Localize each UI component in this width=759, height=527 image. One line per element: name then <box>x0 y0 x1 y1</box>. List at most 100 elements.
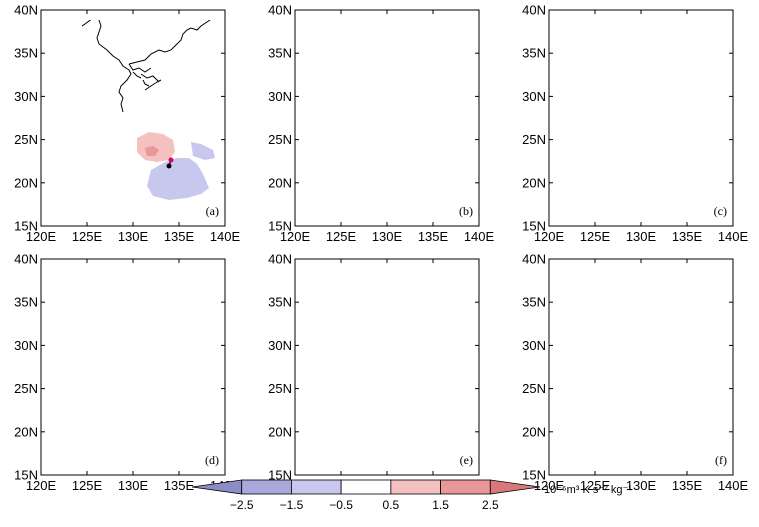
map-panels: 120E 125E 130E 135E 140E 40N 35N 30N 25N 20N 15N (a… <box>14 3 748 494</box>
colorbar-tick-label: −2.5 <box>230 498 254 512</box>
anomaly-shading <box>381 367 429 411</box>
anomaly-shading <box>145 411 215 447</box>
anomaly-shading <box>331 18 361 30</box>
coastline <box>637 313 659 321</box>
colorbar-tick-label: −1.5 <box>280 498 304 512</box>
colorbar-ticks: −2.5 −1.5 −0.5 0.5 1.5 2.5 <box>230 498 499 512</box>
coastline <box>96 20 132 113</box>
typhoon-marker-initial <box>417 156 422 161</box>
anomaly-shading <box>41 281 53 293</box>
lat-tick-label: 15N <box>522 219 546 234</box>
lat-tick-label: 40N <box>268 252 292 267</box>
coastline <box>637 64 659 72</box>
lat-tick-label: 25N <box>268 381 292 396</box>
lon-tick-label: 125E <box>580 229 611 244</box>
map-panel-f: 120E 125E 130E 135E 140E 40N 35N 30N 25N 20N 15N (f… <box>522 252 748 494</box>
coastline <box>549 206 555 214</box>
lon-tick-label: 125E <box>580 478 611 493</box>
coastline <box>45 387 55 415</box>
anomaly-shading <box>165 423 191 435</box>
lat-tick-label: 20N <box>522 424 546 439</box>
anomaly-shading <box>147 158 209 200</box>
coastline <box>303 265 361 277</box>
anomaly-shading <box>295 273 335 295</box>
coastline <box>561 194 567 226</box>
anomaly-shading <box>673 148 697 170</box>
panel-label: (c) <box>714 204 727 218</box>
coastline <box>128 63 152 73</box>
coastline <box>53 194 59 226</box>
typhoon-marker-initial <box>661 398 666 403</box>
lat-tick-label: 15N <box>522 468 546 483</box>
coastline <box>295 455 301 463</box>
typhoon-marker-final <box>665 399 670 404</box>
anomaly-shading <box>421 383 451 401</box>
anomaly-shading <box>411 130 479 194</box>
coastline <box>649 323 667 331</box>
coastline <box>141 323 159 331</box>
typhoon-marker-initial <box>417 403 422 408</box>
coastline <box>641 321 649 327</box>
typhoon-marker-initial <box>168 157 174 163</box>
coastline <box>132 71 142 79</box>
colorbar-tick-label: 0.5 <box>383 498 400 512</box>
coastline <box>397 80 403 86</box>
anomaly-shading <box>303 12 345 24</box>
colorbar-box <box>291 479 342 495</box>
coastline <box>553 138 563 166</box>
coastline <box>637 12 733 64</box>
lon-tick-label: 125E <box>72 229 103 244</box>
coastline <box>295 44 309 226</box>
coastline <box>133 321 141 327</box>
anomaly-shading <box>145 387 159 397</box>
colorbar-box <box>489 479 541 495</box>
anomaly-shading <box>683 393 697 405</box>
anomaly-shading <box>413 401 443 443</box>
map-panel-b: 120E 125E 130E 135E 140E 40N 35N 30N 25N 20N 15N (b… <box>268 3 494 245</box>
typhoon-track <box>663 153 667 157</box>
coastline <box>395 323 413 331</box>
panel-frame <box>40 258 226 476</box>
coastline <box>351 10 385 112</box>
lat-tick-label: 25N <box>522 132 546 147</box>
coastline <box>641 72 649 78</box>
anomaly-shading <box>423 160 437 180</box>
coastline <box>299 138 309 166</box>
lon-tick-label: 130E <box>118 478 149 493</box>
typhoon-marker-final <box>165 411 170 416</box>
coastline <box>387 321 395 327</box>
lon-tick-label: 120E <box>534 478 565 493</box>
colorbar-tick-label: 1.5 <box>432 498 449 512</box>
lat-tick-label: 20N <box>268 424 292 439</box>
coastline <box>140 73 160 83</box>
colorbar-units: 10⁻⁶m³ K s⁻² kg⁻¹ <box>544 484 632 496</box>
coastline <box>399 329 415 339</box>
lat-tick-label: 30N <box>268 338 292 353</box>
lon-tick-label: 135E <box>164 229 195 244</box>
lat-tick-label: 40N <box>522 3 546 18</box>
coastline <box>97 259 131 361</box>
typhoon-marker-final <box>417 162 422 167</box>
coastline <box>549 44 563 226</box>
anomaly-shading <box>191 142 215 160</box>
anomaly-shading <box>719 379 733 387</box>
coastline <box>41 206 47 214</box>
lat-tick-label: 30N <box>522 338 546 353</box>
coastline <box>651 329 657 335</box>
coastline <box>549 455 555 463</box>
colorbar-tick-label: 2.5 <box>482 498 499 512</box>
anomaly-shading <box>393 379 409 395</box>
coastline <box>307 194 313 226</box>
lat-tick-label: 30N <box>268 89 292 104</box>
typhoon-track <box>663 400 667 401</box>
typhoon-marker-initial <box>165 405 170 410</box>
anomaly-shading <box>381 124 437 162</box>
lat-tick-label: 30N <box>14 338 38 353</box>
coastline <box>383 261 479 313</box>
lat-tick-label: 25N <box>268 132 292 147</box>
colorbar-box <box>390 479 441 495</box>
coastline <box>649 74 667 82</box>
typhoon-marker-final <box>665 155 670 160</box>
typhoon-marker-initial <box>661 151 666 156</box>
lon-tick-label: 140E <box>210 229 241 244</box>
